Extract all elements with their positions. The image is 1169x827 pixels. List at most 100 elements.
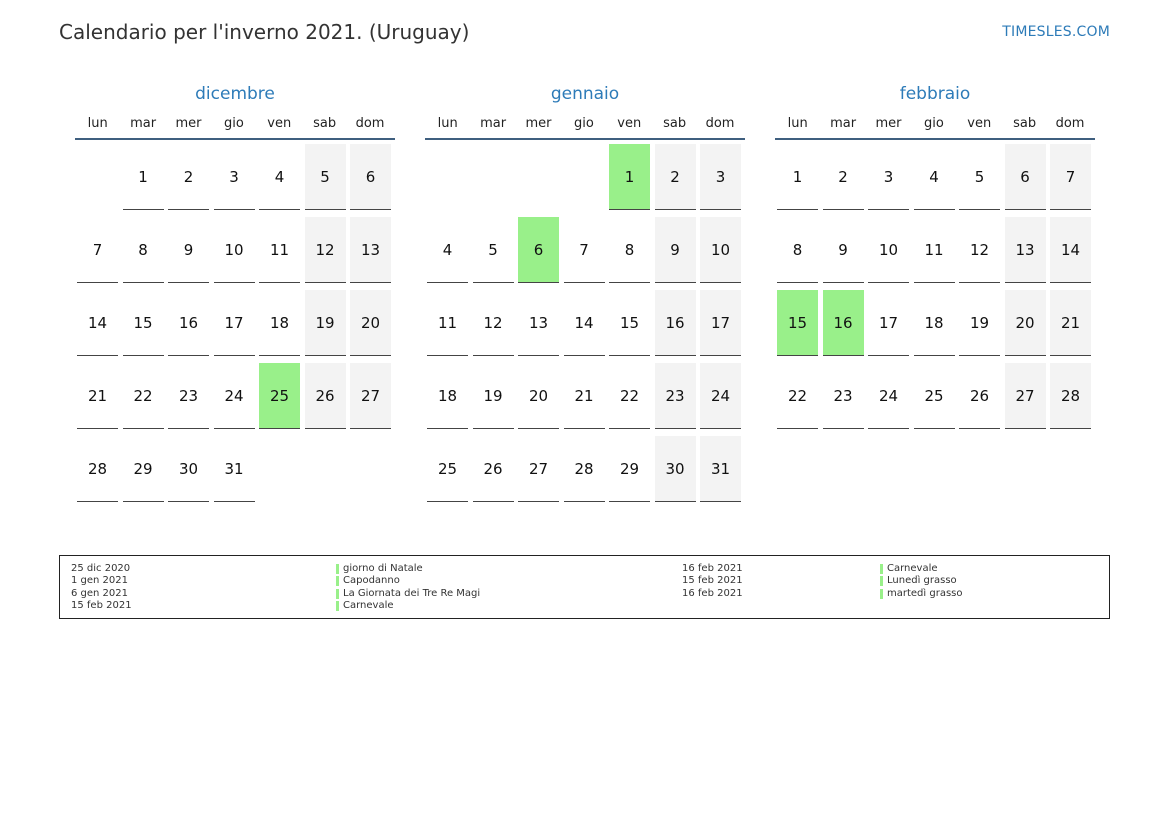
site-link[interactable]: TIMESLES.COM <box>1002 24 1110 40</box>
legend-holiday-name: Carnevale <box>880 563 962 575</box>
month-name: febbraio <box>899 84 971 104</box>
day-cell: 9 <box>822 217 864 283</box>
day-cell: 4 <box>259 144 300 210</box>
day-cell: 11 <box>913 217 955 283</box>
day-cell: 7 <box>1050 144 1091 210</box>
day-cell: 13 <box>1004 217 1046 283</box>
weekday-header: lun mar mer gio ven sab dom <box>425 110 745 140</box>
weekday-label: ven <box>617 116 642 131</box>
day-cell: 1 <box>609 144 650 210</box>
day-cell: 19 <box>959 290 1000 356</box>
legend-holiday-name: Lunedì grasso <box>880 575 962 587</box>
weekday-label: dom <box>355 116 385 131</box>
day-cell: 20 <box>350 290 391 356</box>
weekday-label: gio <box>223 116 244 131</box>
day-cell: 5 <box>959 144 1000 210</box>
day-cell: 6 <box>1004 144 1046 210</box>
day-cell: 17 <box>700 290 741 356</box>
empty-cell <box>259 436 300 502</box>
day-cell: 23 <box>822 363 864 429</box>
day-cell: 16 <box>168 290 209 356</box>
legend-holiday-name: Carnevale <box>336 600 480 612</box>
day-cell: 25 <box>259 363 300 429</box>
day-cell: 10 <box>213 217 255 283</box>
empty-cell <box>427 144 468 210</box>
day-cell: 9 <box>654 217 696 283</box>
day-cell: 26 <box>472 436 514 502</box>
day-cell: 3 <box>868 144 909 210</box>
day-cell: 24 <box>213 363 255 429</box>
weekday-label: ven <box>267 116 292 131</box>
day-cell: 25 <box>427 436 468 502</box>
day-cell: 15 <box>777 290 818 356</box>
holiday-legend: 25 dic 2020 1 gen 2021 6 gen 2021 15 feb 20… <box>59 555 1110 619</box>
day-cell: 26 <box>304 363 346 429</box>
legend-holiday-name: martedì grasso <box>880 588 962 600</box>
day-cell: 22 <box>777 363 818 429</box>
month-name: dicembre <box>195 84 275 104</box>
day-cell: 17 <box>868 290 909 356</box>
weekday-label: lun <box>787 116 808 131</box>
day-cell: 18 <box>427 363 468 429</box>
legend-date: 16 feb 2021 <box>682 587 743 599</box>
day-cell: 1 <box>122 144 164 210</box>
weekday-label: lun <box>87 116 108 131</box>
weekday-header: lun mar mer gio ven sab dom <box>75 110 395 140</box>
legend-date: 15 feb 2021 <box>682 575 743 587</box>
day-cell: 5 <box>472 217 514 283</box>
legend-dates-left: 25 dic 2020 1 gen 2021 6 gen 2021 15 feb 20… <box>71 563 132 613</box>
day-cell: 24 <box>700 363 741 429</box>
month-name: gennaio <box>550 84 620 104</box>
weekday-label: mar <box>130 116 157 131</box>
day-cell: 6 <box>518 217 559 283</box>
day-cell: 28 <box>563 436 605 502</box>
day-cell: 20 <box>518 363 559 429</box>
day-cell: 20 <box>1004 290 1046 356</box>
weekday-label: mar <box>480 116 507 131</box>
day-cell: 18 <box>259 290 300 356</box>
legend-holiday-name: giorno di Natale <box>336 563 480 575</box>
day-cell: 2 <box>822 144 864 210</box>
weekday-label: mer <box>525 116 552 131</box>
weekday-label: dom <box>1055 116 1085 131</box>
day-cell: 18 <box>913 290 955 356</box>
month-dicembre: dicembre lun mar mer gio ven sab dom 1 2 3 4 5 6 7 8 9 10… <box>75 82 395 502</box>
day-cell: 4 <box>427 217 468 283</box>
month-gennaio: gennaio lun mar mer gio ven sab dom 1 2 3 4 5 6 7 8 9 10 1… <box>425 82 745 502</box>
empty-cell <box>473 144 514 210</box>
day-cell: 24 <box>868 363 909 429</box>
day-cell: 12 <box>304 217 346 283</box>
day-cell: 3 <box>700 144 741 210</box>
day-cell: 25 <box>913 363 955 429</box>
day-cell: 9 <box>168 217 209 283</box>
day-cell: 7 <box>77 217 118 283</box>
weekday-label: mar <box>830 116 857 131</box>
day-cell: 2 <box>654 144 696 210</box>
day-cell: 27 <box>350 363 391 429</box>
day-cell: 12 <box>472 290 514 356</box>
empty-cell <box>518 144 559 210</box>
empty-cell <box>564 144 605 210</box>
day-cell: 16 <box>822 290 864 356</box>
day-cell: 31 <box>700 436 741 502</box>
day-cell: 5 <box>304 144 346 210</box>
day-cell: 8 <box>122 217 164 283</box>
day-cell: 15 <box>609 290 650 356</box>
day-cell: 19 <box>304 290 346 356</box>
legend-date: 15 feb 2021 <box>71 600 132 612</box>
day-cell: 29 <box>609 436 650 502</box>
weekday-label: sab <box>313 116 337 131</box>
empty-cell <box>350 436 391 502</box>
day-cell: 22 <box>122 363 164 429</box>
day-cell: 6 <box>350 144 391 210</box>
empty-cell <box>305 436 346 502</box>
month-febbraio: febbraio lun mar mer gio ven sab dom 1 2 3 4 5 6 7 8 9 10… <box>775 82 1095 429</box>
weekday-header: lun mar mer gio ven sab dom <box>775 110 1095 140</box>
legend-date: 6 gen 2021 <box>71 587 129 599</box>
day-cell: 12 <box>959 217 1000 283</box>
day-cell: 4 <box>913 144 955 210</box>
legend-date: 25 dic 2020 <box>71 563 131 574</box>
day-cell: 10 <box>700 217 741 283</box>
day-cell: 15 <box>122 290 164 356</box>
day-cell: 10 <box>868 217 909 283</box>
